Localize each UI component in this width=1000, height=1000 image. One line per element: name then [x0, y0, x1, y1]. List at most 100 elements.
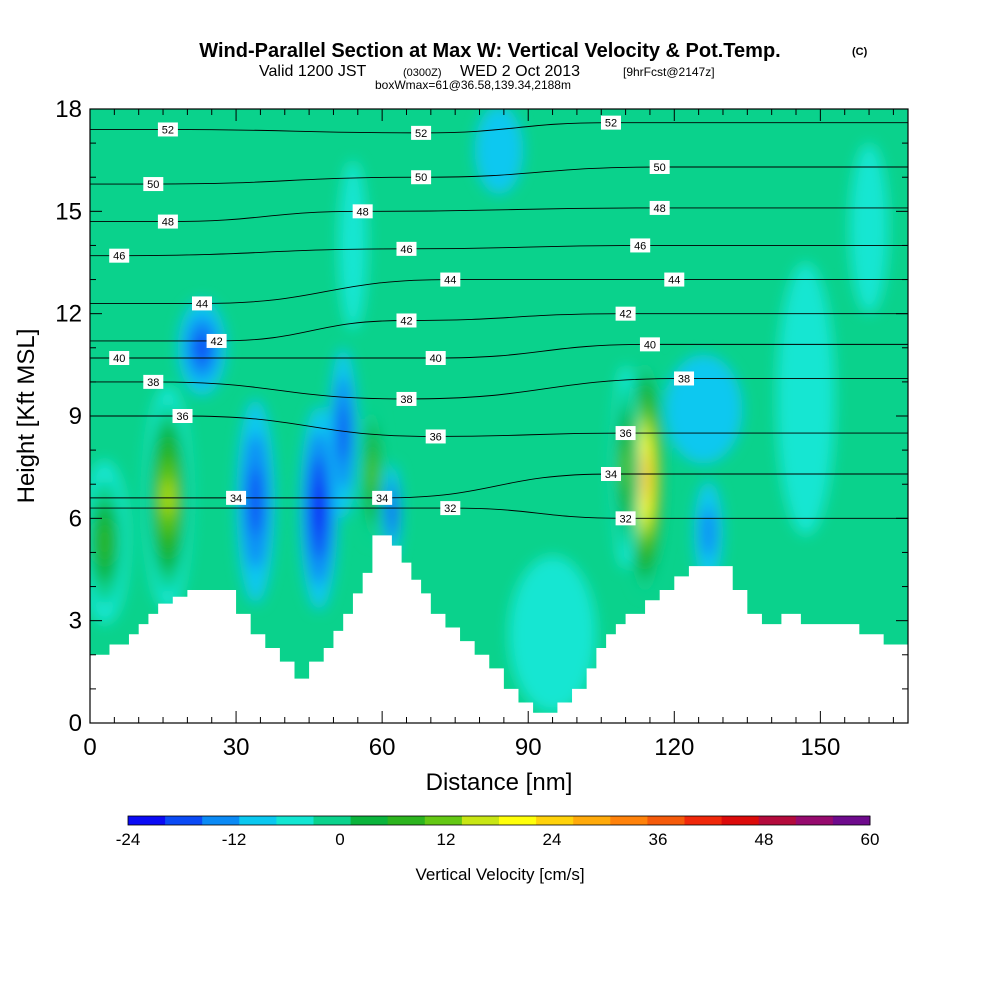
- y-tick-label-15: 15: [55, 198, 82, 225]
- theta-label-24: 36: [176, 411, 188, 423]
- colorbar-swatch-0: [128, 816, 166, 825]
- theta-label-23: 38: [678, 373, 690, 385]
- w-cell-9-level-0: [338, 160, 368, 331]
- theta-label-box-12: [191, 296, 212, 311]
- colorbar-swatch-4: [276, 816, 314, 825]
- colorbar-swatch-16: [721, 816, 760, 825]
- theta-label-box-9: [109, 248, 130, 263]
- theta-contour-44: [90, 279, 908, 304]
- utc-time: (0300Z): [403, 67, 442, 79]
- colorbar-tick-label-24: 24: [543, 830, 562, 849]
- y-tick-label-18: 18: [55, 96, 82, 123]
- theta-label-13: 44: [444, 275, 456, 287]
- colorbar-swatch-1: [165, 816, 203, 825]
- theta-label-18: 40: [113, 353, 125, 365]
- theta-label-12: 44: [196, 298, 208, 310]
- w-cell-14-level-0: [664, 354, 743, 464]
- colorbar-tick-label-0: 0: [335, 830, 344, 849]
- theta-label-31: 32: [619, 513, 631, 525]
- theta-label-0: 52: [162, 124, 174, 136]
- w-cell-15-level-0: [776, 262, 835, 536]
- colorbar-swatch-11: [536, 816, 574, 825]
- y-tick-label-6: 6: [69, 505, 82, 532]
- valid-time: Valid 1200 JST: [259, 63, 367, 80]
- theta-label-11: 46: [634, 240, 646, 252]
- x-tick-label-0: 0: [83, 734, 96, 761]
- box-wmax-info: boxWmax=61@36.58,139.34,2188m: [375, 78, 571, 92]
- x-axis-label: Distance [nm]: [426, 769, 573, 796]
- colorbar-tick-label-12: 12: [437, 830, 456, 849]
- theta-label-box-19: [425, 351, 446, 366]
- y-tick-label-3: 3: [69, 608, 82, 635]
- colorbar-label: Vertical Velocity [cm/s]: [415, 865, 584, 884]
- colorbar-swatch-10: [499, 816, 537, 825]
- theta-label-7: 48: [357, 206, 369, 218]
- w-cell-11-level-7: [642, 462, 648, 492]
- theta-label-28: 34: [376, 493, 388, 505]
- valid-date: WED 2 Oct 2013: [460, 63, 580, 80]
- theta-label-29: 34: [605, 469, 617, 481]
- theta-contour-34: [90, 473, 908, 499]
- w-cell-12-level-4: [622, 446, 629, 488]
- copyright-mark: (C): [852, 46, 868, 58]
- main-title: Wind-Parallel Section at Max W: Vertical…: [199, 40, 780, 62]
- w-cell-8-level-0: [474, 109, 524, 195]
- colorbar-swatch-18: [795, 816, 834, 825]
- theta-label-26: 36: [619, 428, 631, 440]
- colorbar-swatch-2: [202, 816, 240, 825]
- theta-label-box-14: [664, 272, 685, 287]
- theta-label-17: 42: [619, 309, 631, 321]
- colorbar-tick-label--12: -12: [222, 830, 247, 849]
- x-tick-label-120: 120: [654, 734, 694, 761]
- colorbar-swatch-12: [573, 816, 611, 825]
- y-axis-label: Height [Kft MSL]: [13, 329, 40, 504]
- colorbar-swatch-8: [424, 816, 463, 825]
- theta-label-box-24: [172, 409, 193, 423]
- theta-label-16: 42: [400, 315, 412, 327]
- theta-labels: 52 52 52 50 50 50 48 48 48 46 46 46 44 44 44 42 42 42 40 40…: [109, 115, 695, 526]
- theta-label-box-3: [143, 177, 164, 192]
- w-cell-0-level-3: [98, 521, 111, 563]
- colorbar-swatch-5: [313, 816, 352, 825]
- theta-contour-42: [90, 313, 908, 342]
- theta-label-21: 38: [147, 377, 159, 389]
- theta-label-5: 50: [654, 162, 666, 174]
- theta-label-box-27: [226, 490, 247, 505]
- theta-label-box-15: [206, 333, 227, 348]
- theta-label-box-30: [440, 501, 461, 516]
- theta-label-15: 42: [210, 336, 222, 348]
- theta-label-9: 46: [113, 251, 125, 263]
- theta-label-box-17: [615, 306, 636, 321]
- theta-label-30: 32: [444, 503, 456, 515]
- colorbar-swatch-7: [387, 816, 426, 825]
- theta-label-2: 52: [605, 118, 617, 130]
- theta-label-1: 52: [415, 128, 427, 140]
- theta-label-10: 46: [400, 244, 412, 256]
- colorbar-tick-label-60: 60: [861, 830, 880, 849]
- colorbar-swatch-14: [647, 816, 685, 825]
- w-cell-2-level-2: [193, 331, 211, 364]
- colorbar-swatch-6: [350, 816, 389, 825]
- theta-label-box-0: [157, 122, 178, 137]
- theta-label-27: 34: [230, 493, 242, 505]
- colorbar-frame: [127, 815, 871, 826]
- vertical-velocity-field: [90, 109, 889, 713]
- colorbar-swatch-13: [610, 816, 648, 825]
- w-cell-3-level-2: [249, 467, 263, 536]
- theta-label-25: 36: [430, 431, 442, 443]
- theta-label-8: 48: [654, 203, 666, 215]
- theta-label-22: 38: [400, 394, 412, 406]
- theta-label-box-13: [440, 272, 461, 287]
- theta-label-19: 40: [430, 353, 442, 365]
- colorbar-swatch-3: [239, 816, 277, 825]
- w-cell-10-level-0: [508, 555, 597, 713]
- theta-label-20: 40: [644, 339, 656, 351]
- theta-label-6: 48: [162, 217, 174, 229]
- forecast-info: [9hrFcst@2147z]: [623, 65, 715, 79]
- y-tick-label-12: 12: [55, 301, 82, 328]
- colorbar-tick-label-48: 48: [755, 830, 774, 849]
- w-cell-13-level-1: [701, 506, 716, 558]
- theta-label-3: 50: [147, 179, 159, 191]
- x-tick-label-30: 30: [223, 734, 250, 761]
